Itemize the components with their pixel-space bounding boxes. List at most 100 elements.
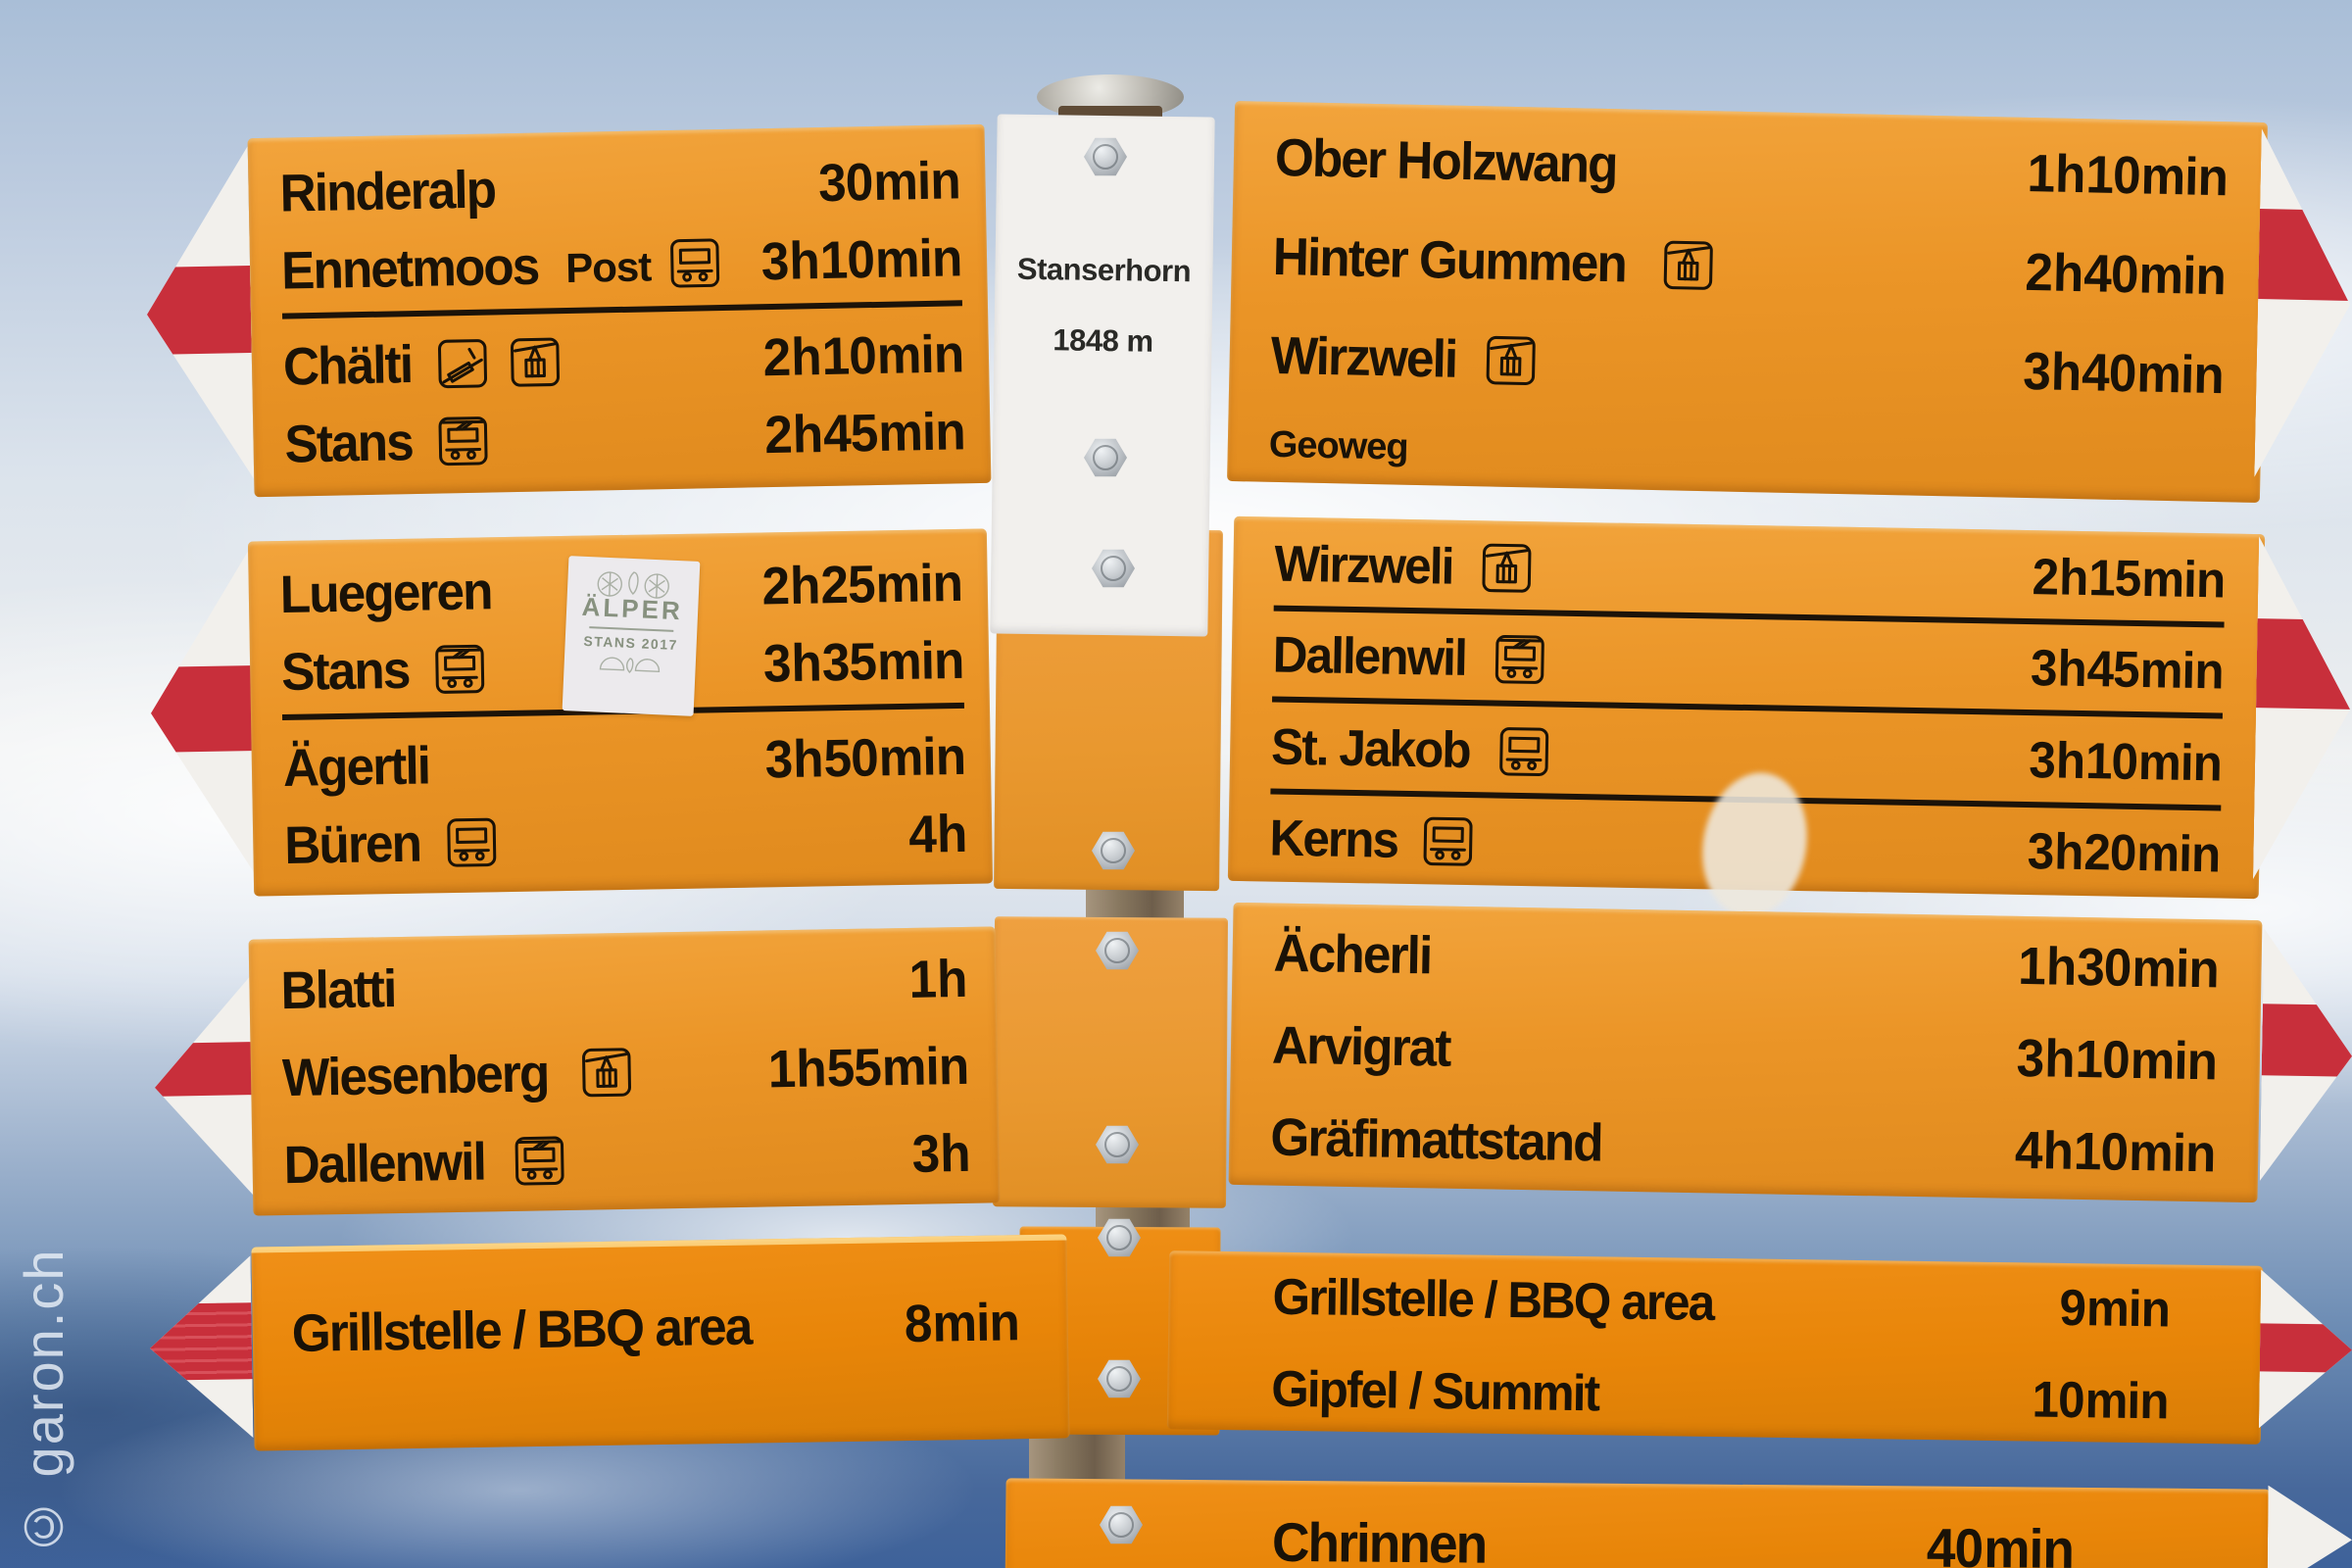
destination-name: St. Jakob <box>1270 718 1471 779</box>
red-white-blaze-arrow <box>2254 128 2352 479</box>
destination-row: Büren 4 h <box>284 804 967 876</box>
destination-name: Chrinnen <box>1271 1510 1487 1568</box>
travel-time: 3 h 10 min <box>760 228 962 292</box>
destination-row: Grillstelle / BBQ area 8 min <box>291 1292 1019 1364</box>
destination-name: Luegeren <box>279 562 493 625</box>
travel-time: 1 h <box>907 949 967 1009</box>
travel-time: 2 h 45 min <box>763 402 966 466</box>
blaze-red-band <box>2258 209 2352 301</box>
trolleybus-icon <box>431 641 489 699</box>
blaze-red-band <box>154 1042 253 1097</box>
destination-name: Kerns <box>1269 809 1398 869</box>
trolleybus-icon <box>434 413 492 470</box>
destination-suffix: Post <box>564 243 652 292</box>
destination-row: St. Jakob 3 h 10 min <box>1270 717 2223 811</box>
blaze-red-band <box>149 1303 252 1382</box>
sticker-subtitle: STANS 2017 <box>583 632 679 654</box>
trolleybus-icon <box>1492 631 1549 689</box>
travel-time: 40 min <box>1926 1516 2075 1568</box>
destination-name: Ächerli <box>1273 923 1432 986</box>
destination-row: Wirzweli 2 h 15 min <box>1273 534 2226 628</box>
red-white-blaze-arrow <box>148 548 256 877</box>
red-white-blaze-arrow <box>2259 1269 2352 1429</box>
sticker-ornament <box>599 657 661 673</box>
sign-lower-left: Blatti 1 h Wiesenberg 1 h 55 min Dallenw… <box>248 926 1001 1216</box>
destination-name: Wiesenberg <box>281 1044 549 1108</box>
travel-time: 2 h 10 min <box>761 323 964 387</box>
destination-row: Rinderalp 30 min <box>279 150 960 223</box>
destination-name: Grillstelle / BBQ area <box>1272 1268 1714 1332</box>
red-white-blaze-arrow <box>144 146 255 481</box>
cable-car-icon <box>506 333 564 391</box>
red-white-blaze-arrow <box>153 975 255 1199</box>
destination-name: Arvigrat <box>1271 1015 1451 1078</box>
travel-time: 3 h 35 min <box>762 631 964 694</box>
destination-name: Dallenwil <box>1272 626 1467 688</box>
red-white-blaze-arrow <box>2253 536 2352 881</box>
destination-name: Blatti <box>279 959 396 1021</box>
travel-time: 3 h 10 min <box>2029 731 2223 793</box>
bus-icon <box>1419 812 1477 870</box>
travel-time: 9 min <box>2058 1279 2170 1339</box>
travel-time: 30 min <box>817 151 961 214</box>
travel-time: 1 h 30 min <box>2017 936 2220 1000</box>
destination-row: Dallenwil 3 h <box>283 1123 970 1196</box>
sign-bbq-right: Grillstelle / BBQ area 9 min Gipfel / Su… <box>1166 1250 2264 1445</box>
destination-row: Gipfel / Summit 10 min <box>1271 1360 2169 1432</box>
destination-name: Ägertli <box>282 736 430 798</box>
route-footnote-row: Geoweg <box>1268 424 2222 486</box>
cable-car-icon <box>1659 236 1717 294</box>
blaze-red-band <box>2262 1004 2352 1077</box>
bus-icon <box>1495 722 1553 780</box>
cable-car-icon <box>1478 539 1536 597</box>
sign-bottom-partial: Chrinnen 40 min <box>1004 1478 2271 1568</box>
travel-time: 2 h 25 min <box>760 553 963 616</box>
destination-name: Stans <box>283 413 414 474</box>
destination-row: Chrinnen 40 min <box>1272 1510 2075 1568</box>
blaze-red-band <box>146 266 252 354</box>
cable-car-icon <box>1482 331 1540 389</box>
destination-name: Gipfel / Summit <box>1270 1360 1599 1423</box>
destination-name: Wirzweli <box>1270 325 1457 389</box>
travel-time: 1 h 10 min <box>2026 143 2229 208</box>
sticker-divider <box>589 626 674 632</box>
destination-row: Chälti 2 h 10 min <box>282 323 963 397</box>
travel-time: 4 h <box>907 804 967 864</box>
destination-row: Wiesenberg 1 h 55 min <box>282 1036 969 1108</box>
red-white-blaze-arrow <box>2268 1486 2352 1568</box>
travel-time: 2 h 40 min <box>2024 242 2227 307</box>
destination-name: Chälti <box>282 334 413 397</box>
destination-row: Hinter Gummen 2 h 40 min <box>1272 226 2226 307</box>
travel-time: 1 h 55 min <box>767 1036 969 1100</box>
travel-time: 10 min <box>2031 1371 2169 1431</box>
summit-name: Stanserhorn <box>1016 251 1192 289</box>
destination-row: Ächerli 1 h 30 min <box>1273 923 2219 1001</box>
destination-row: Grillstelle / BBQ area 9 min <box>1272 1268 2170 1340</box>
travel-time: 2 h 15 min <box>2032 549 2226 610</box>
travel-time: 3 h 40 min <box>2022 341 2225 406</box>
destination-row: Gräfimattstand 4 h 10 min <box>1270 1107 2216 1185</box>
sign-middle-right: Wirzweli 2 h 15 min Dallenwil 3 h 45 min… <box>1227 515 2266 900</box>
sign-edge-highlight <box>251 1234 1067 1253</box>
destination-row: Arvigrat 3 h 10 min <box>1272 1015 2218 1093</box>
destination-row: Wirzweli 3 h 40 min <box>1270 325 2224 406</box>
sign-bbq-left: Grillstelle / BBQ area 8 min <box>251 1234 1070 1451</box>
destination-row: Stans 2 h 45 min <box>284 401 965 474</box>
destination-row: Ennetmoos Post 3 h 10 min <box>280 227 962 319</box>
blaze-red-band <box>2260 1323 2352 1372</box>
travel-time: 8 min <box>904 1293 1020 1354</box>
sign-top-right: Ober Holzwang 1 h 10 min Hinter Gummen 2… <box>1227 101 2268 503</box>
funicular-icon <box>433 334 491 392</box>
destination-row: Kerns 3 h 20 min <box>1269 809 2221 885</box>
destination-name: Rinderalp <box>279 160 496 223</box>
sign-middle-left: Luegeren 2 h 25 min Stans 3 h 35 min Äge… <box>247 528 994 897</box>
destination-row: Ägertli 3 h 50 min <box>282 726 965 799</box>
bus-icon <box>666 234 724 292</box>
travel-time: 3 h 20 min <box>2027 823 2221 884</box>
blaze-red-band <box>150 665 253 753</box>
destination-row: Stans 3 h 35 min <box>280 630 964 721</box>
destination-name: Wirzweli <box>1273 535 1453 596</box>
destination-row: Dallenwil 3 h 45 min <box>1272 625 2225 719</box>
destination-name: Hinter Gummen <box>1272 226 1627 294</box>
